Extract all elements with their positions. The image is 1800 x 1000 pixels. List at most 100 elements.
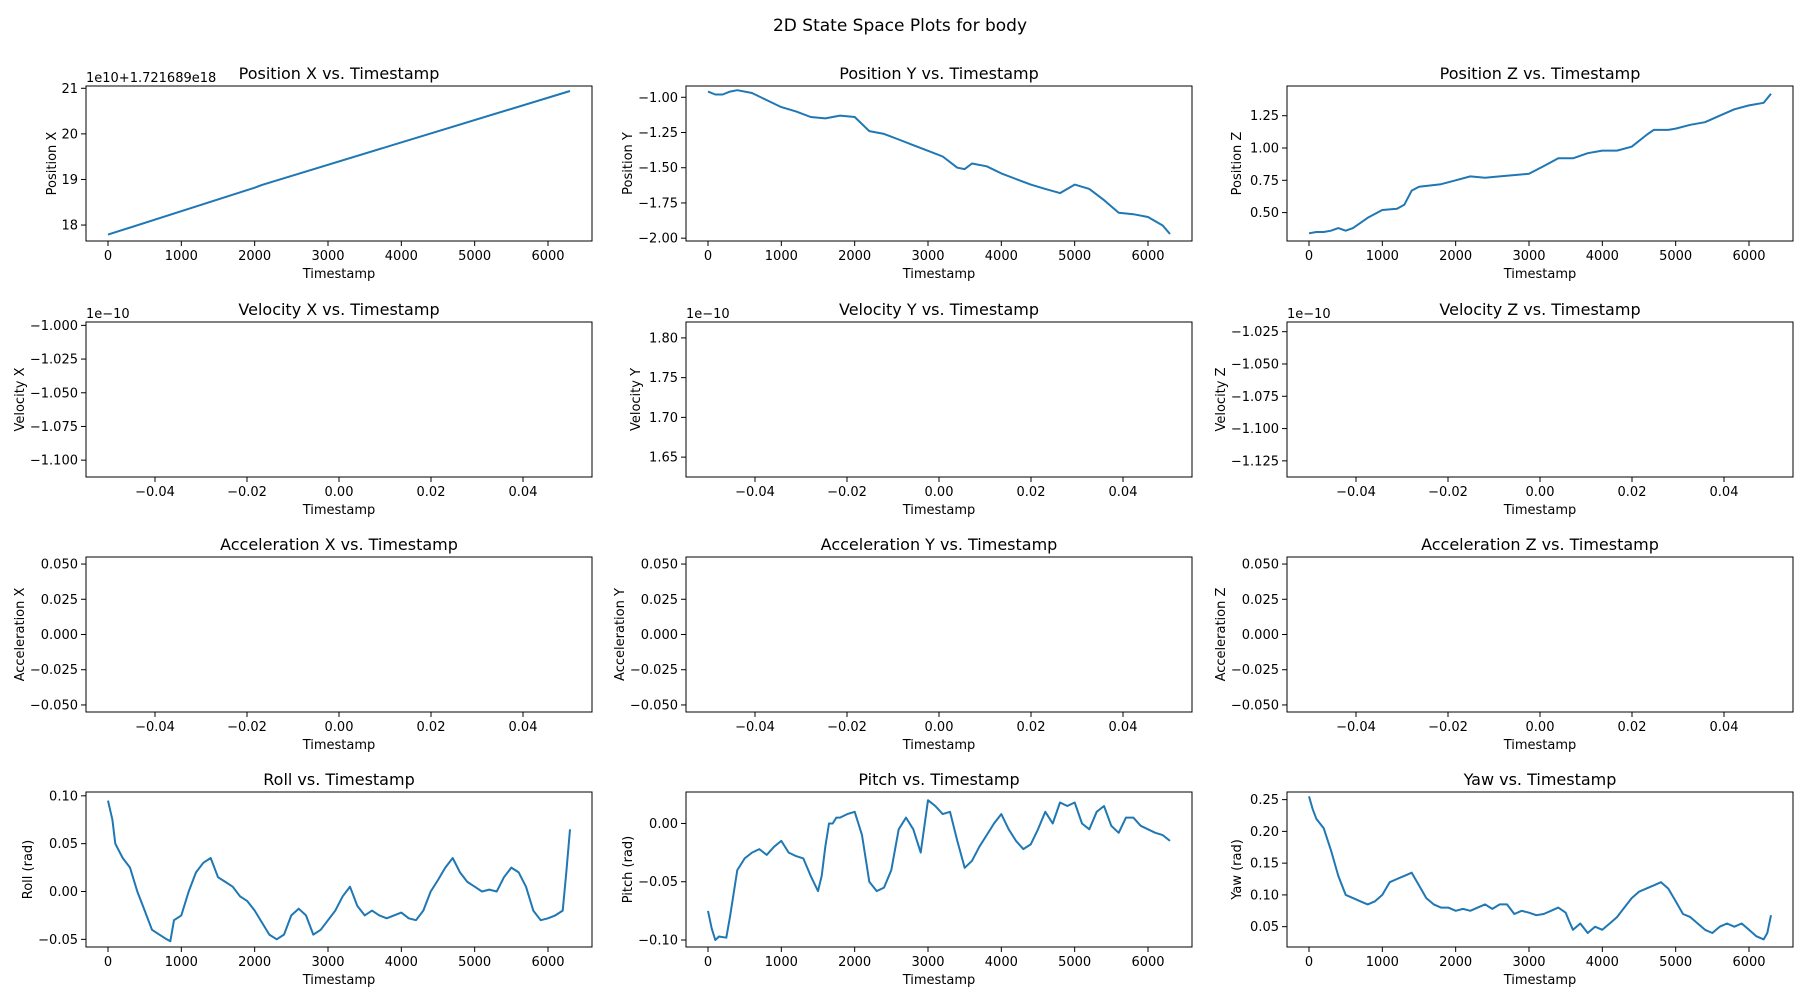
x-tick-label: 5000	[1058, 249, 1091, 264]
x-axis-label: Timestamp	[902, 738, 976, 753]
x-tick-label: 5000	[458, 955, 491, 970]
y-tick-label: 0.025	[41, 593, 78, 608]
y-tick-label: 0.000	[1242, 628, 1279, 643]
y-tick-label: −0.025	[30, 663, 78, 678]
x-tick-label: 0.00	[1526, 485, 1555, 500]
y-tick-label: −1.075	[30, 420, 78, 435]
y-tick-label: 0.10	[1250, 888, 1279, 903]
axes-frame	[685, 556, 1193, 713]
y-tick-label: −1.025	[1231, 325, 1279, 340]
x-tick-label: −0.02	[1428, 485, 1468, 500]
x-tick-label: −0.02	[827, 485, 867, 500]
x-tick-label: 0	[704, 249, 712, 264]
y-tick-label: 0.050	[1242, 558, 1279, 573]
x-tick-label: 0	[1305, 955, 1313, 970]
x-tick-label: 2000	[1439, 955, 1472, 970]
subplot: −0.04 −0.02 0.00 0.02 0.04 −0.050 −0.025 0.000 0…	[13, 535, 593, 753]
x-tick-label: 5000	[1659, 249, 1692, 264]
x-tick-label: 2000	[1439, 249, 1472, 264]
subplot: −0.04 −0.02 0.00 0.02 0.04 −1.100 −1.075 −1.050…	[13, 300, 593, 518]
subplot: −0.04 −0.02 0.00 0.02 0.04 −0.050 −0.025 0.000 0…	[1214, 535, 1794, 753]
y-tick-label: −0.050	[1231, 698, 1279, 713]
x-tick-label: 2000	[838, 955, 871, 970]
y-tick-label: 0.75	[1250, 174, 1279, 189]
axes-frame	[85, 791, 593, 948]
x-tick-label: 6000	[1131, 249, 1164, 264]
x-tick-label: 0.00	[325, 720, 354, 735]
x-tick-label: 2000	[838, 249, 871, 264]
figure-title: 2D State Space Plots for body	[772, 16, 1028, 36]
x-tick-label: 0	[1305, 249, 1313, 264]
y-tick-label: 0.50	[1250, 206, 1279, 221]
axes-frame	[85, 556, 593, 713]
y-offset-text: 1e−10	[1287, 307, 1331, 322]
subplot-title: Yaw vs. Timestamp	[1463, 770, 1617, 789]
x-tick-label: 5000	[458, 249, 491, 264]
subplot-title: Roll vs. Timestamp	[263, 770, 414, 789]
y-tick-label: 0.050	[641, 558, 678, 573]
x-tick-label: 0.02	[1017, 485, 1046, 500]
x-tick-label: 4000	[1586, 955, 1619, 970]
y-tick-label: −1.075	[1231, 390, 1279, 405]
x-tick-label: 3000	[1512, 955, 1545, 970]
x-tick-label: 1000	[165, 955, 198, 970]
y-tick-label: 0.10	[49, 789, 78, 804]
x-tick-label: 0.00	[1526, 720, 1555, 735]
y-tick-label: −1.75	[638, 196, 678, 211]
subplot: 0 1000 2000 3000 4000 5000 6000 0.05 0.10 0.15 0.2…	[1230, 770, 1794, 988]
y-tick-label: −1.25	[638, 126, 678, 141]
y-tick-label: −1.050	[1231, 357, 1279, 372]
x-tick-label: 2000	[238, 955, 271, 970]
y-tick-label: −1.000	[30, 319, 78, 334]
x-tick-label: 4000	[1586, 249, 1619, 264]
y-tick-label: 0.025	[641, 593, 678, 608]
axes-frame	[685, 85, 1193, 242]
x-tick-label: 4000	[385, 249, 418, 264]
subplot: 0 1000 2000 3000 4000 5000 6000 −0.10 −0.05 0.00 P…	[621, 770, 1193, 988]
x-axis-label: Timestamp	[1503, 267, 1577, 282]
x-tick-label: 5000	[1058, 955, 1091, 970]
axes-frame	[685, 791, 1193, 948]
y-tick-label: 0.000	[41, 628, 78, 643]
x-tick-label: 6000	[531, 249, 564, 264]
subplot: 0 1000 2000 3000 4000 5000 6000 −2.00 −1.75 −1.50…	[621, 64, 1193, 282]
series-line	[1308, 93, 1772, 235]
x-axis-label: Timestamp	[902, 973, 976, 988]
y-tick-label: −0.05	[638, 875, 678, 890]
x-tick-label: 5000	[1659, 955, 1692, 970]
x-tick-label: 6000	[1131, 955, 1164, 970]
x-tick-label: 0	[104, 249, 112, 264]
y-axis-label: Acceleration X	[13, 588, 28, 682]
y-axis-label: Position Z	[1230, 132, 1245, 196]
subplot-title: Position Z vs. Timestamp	[1440, 64, 1641, 83]
y-axis-label: Velocity X	[13, 367, 28, 431]
y-tick-label: −1.050	[30, 386, 78, 401]
y-tick-label: 1.70	[649, 411, 678, 426]
y-tick-label: 0.00	[649, 817, 678, 832]
x-axis-label: Timestamp	[302, 738, 376, 753]
x-tick-label: 0.04	[1710, 485, 1739, 500]
x-tick-label: 0.04	[509, 720, 538, 735]
subplot-title: Velocity Z vs. Timestamp	[1439, 300, 1640, 319]
x-tick-label: 0.02	[417, 485, 446, 500]
x-tick-label: −0.04	[1336, 720, 1376, 735]
y-tick-label: −1.100	[1231, 422, 1279, 437]
x-axis-label: Timestamp	[1503, 738, 1577, 753]
x-axis-label: Timestamp	[1503, 973, 1577, 988]
x-tick-label: −0.04	[135, 485, 175, 500]
series-line	[107, 90, 571, 236]
x-tick-label: −0.04	[735, 720, 775, 735]
x-tick-label: 6000	[1732, 249, 1765, 264]
x-tick-label: 4000	[385, 955, 418, 970]
y-axis-label: Roll (rad)	[21, 840, 36, 899]
y-tick-label: −2.00	[638, 232, 678, 247]
x-tick-label: 0.02	[1618, 720, 1647, 735]
y-tick-label: 0.025	[1242, 593, 1279, 608]
y-tick-label: −1.50	[638, 161, 678, 176]
y-tick-label: 0.20	[1250, 825, 1279, 840]
x-tick-label: 0.02	[417, 720, 446, 735]
axes-frame	[1286, 556, 1794, 713]
y-tick-label: −1.100	[30, 454, 78, 469]
y-tick-label: −0.025	[630, 663, 678, 678]
